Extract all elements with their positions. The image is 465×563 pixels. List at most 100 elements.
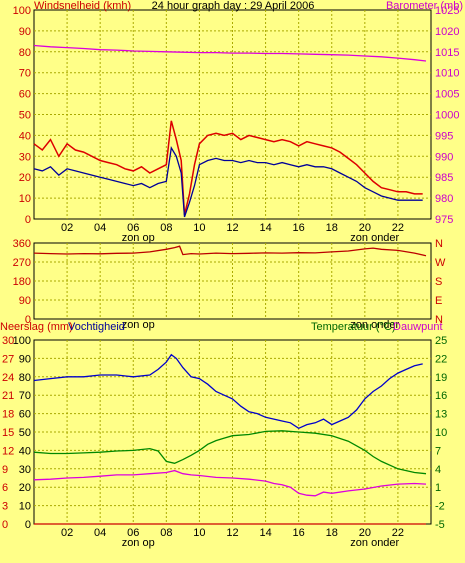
rain-tick-label: 27 [2,353,14,365]
temperature-axis-title: Temperatuur (°C) [311,321,395,333]
rain-tick-label: 30 [2,335,14,347]
x-tick-label: 16 [293,527,305,539]
y-tick-label: 0 [25,519,31,531]
x-tick-label: 18 [326,222,338,234]
wind_gust-series-line [33,120,423,215]
rain-axis-title: Neerslag (mm) [0,321,73,333]
y-tick-label-right: 1 [435,482,441,494]
y-tick-label: 0 [25,214,31,226]
rain-tick-label: 15 [2,427,14,439]
y-tick-label-right: 7 [435,445,441,457]
x-tick-label: 10 [193,222,205,234]
y-tick-label-right: 995 [435,130,453,142]
y-tick-label-right: 1025 [435,5,459,17]
x-tick-label: 08 [160,527,172,539]
y-tick-label-right: 19 [435,372,447,384]
sun-annotation: zon onder [350,232,399,244]
x-tick-label: 04 [94,527,106,539]
y-tick-label-right: 1000 [435,110,459,122]
x-tick-label: 20 [359,527,371,539]
y-tick-label-right: 1010 [435,68,459,80]
temperature-series-line [33,430,427,475]
barometer-y-ticks: 975 980 985 990 995 1000 1005 1010 1015 1020 1025 [435,5,459,226]
humidity-y-ticks: 0 10 20 30 40 50 60 70 80 90 100 0 3 6 9 12 15 18 21 24 27 30 [2,335,31,531]
x-tick-label: 18 [326,527,338,539]
x-tick-label: 14 [259,527,271,539]
y-tick-label: 90 [19,353,31,365]
y-tick-label: 70 [19,390,31,402]
y-tick-label: 90 [19,26,31,38]
rain-tick-label: 3 [2,501,8,513]
x-tick-label: 16 [293,222,305,234]
rain-tick-label: 9 [2,464,8,476]
y-tick-label: 10 [19,501,31,513]
rain-tick-label: 24 [2,372,14,384]
y-tick-label: 70 [19,68,31,80]
y-tick-label: 60 [19,409,31,421]
humidity-series-line [33,353,423,430]
y-tick-label-right: 4 [435,464,441,476]
barometer-axis-title: Barometer (mb) [386,0,463,12]
x-tick-label: 06 [127,222,139,234]
y-tick-label: 40 [19,130,31,142]
dewpoint-series-line [33,469,427,497]
y-tick-label-right: W [435,257,446,269]
y-tick-label: 270 [13,257,31,269]
y-tick-label: 0 [25,314,31,326]
x-tick-label: 10 [193,527,205,539]
humidity-temperature-panel: Neerslag (mm) Vochtigheid Temperatuur (°… [0,321,447,549]
y-tick-label-right: N [435,314,443,326]
y-tick-label-right: 990 [435,151,453,163]
sun-annotation: zon op [122,537,155,549]
y-tick-label: 10 [19,193,31,205]
rain-tick-label: 6 [2,482,8,494]
wind-barometer-panel: Windsnelheid (kmh) 24 hour graph day : 2… [13,0,463,244]
rain-tick-label: 12 [2,445,14,457]
sun-annotation: zon onder [350,537,399,549]
y-tick-label: 50 [19,427,31,439]
x-tick-label: 04 [94,222,106,234]
y-tick-label-right: 1015 [435,47,459,59]
y-tick-label: 50 [19,110,31,122]
chart-title: 24 hour graph day : 29 April 2006 [152,0,315,12]
y-tick-label-right: 10 [435,427,447,439]
y-tick-label-right: -2 [435,501,445,513]
y-tick-label-right: 16 [435,390,447,402]
x-tick-label: 08 [160,222,172,234]
dewpoint-axis-title: Dauwpunt [393,321,443,333]
wind_avg-series-line [33,146,423,218]
wind-axis-title: Windsnelheid (kmh) [34,0,131,12]
y-tick-label: 40 [19,445,31,457]
x-tick-label: 12 [226,222,238,234]
y-tick-label-right: 1005 [435,89,459,101]
y-tick-label: 60 [19,89,31,101]
direction-y-ticks: 0 90 180 270 360 [13,238,31,326]
x-tick-label: 02 [61,527,73,539]
sun-annotation: zon onder [350,319,399,331]
y-tick-label: 30 [19,464,31,476]
x-tick-label: 06 [127,527,139,539]
humidity-axis-title: Vochtigheid [68,321,125,333]
y-tick-label-right: 1020 [435,26,459,38]
y-tick-label-right: -5 [435,519,445,531]
y-tick-label-right: 13 [435,409,447,421]
y-tick-label-right: S [435,276,442,288]
sun-annotation: zon op [122,319,155,331]
y-tick-label: 20 [19,172,31,184]
rain-tick-label: 18 [2,409,14,421]
y-tick-label-right: 25 [435,335,447,347]
x-tick-label: 20 [359,222,371,234]
wind-y-ticks: 0 10 20 30 40 50 60 70 80 90 100 [13,5,31,226]
y-tick-label: 20 [19,482,31,494]
temperature-y-ticks: -5 -2 1 4 7 10 13 16 19 22 25 [435,335,447,531]
y-tick-label: 100 [13,335,31,347]
barometer-series-line [33,44,427,62]
y-tick-label: 180 [13,276,31,288]
direction-series-line [33,245,427,257]
x-tick-label: 14 [259,222,271,234]
sun-annotation: zon op [122,232,155,244]
